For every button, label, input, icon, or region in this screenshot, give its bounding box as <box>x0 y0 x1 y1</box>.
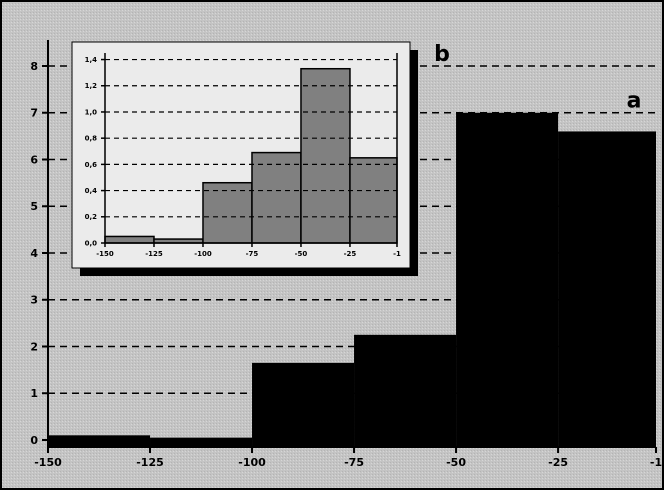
main-bar <box>558 131 656 447</box>
main-ytick-label: 4 <box>30 247 38 260</box>
inset-bar <box>349 157 398 244</box>
reference-label-b: b <box>434 42 450 67</box>
inset-xtick-label: -125 <box>145 250 163 258</box>
inset-bar <box>300 67 351 244</box>
main-ytick-label: 8 <box>30 60 38 73</box>
inset-bar <box>202 181 253 244</box>
main-ytick-label: 2 <box>30 340 38 353</box>
inset-plot: 0,0 0,2 0,4 0,6 0,8 1,0 1,2 1,4 -150 -125 -100 -75 -… <box>71 41 418 276</box>
inset-bar <box>251 151 302 244</box>
main-bar <box>252 362 355 447</box>
inset-ytick-label: 0,4 <box>85 187 98 195</box>
inset-xtick-label: -100 <box>194 250 212 258</box>
inset-ytick-label: 0,8 <box>85 135 98 143</box>
main-bar <box>48 435 151 447</box>
main-xtick-label: -125 <box>136 456 164 469</box>
main-ytick-label: 0 <box>30 434 38 447</box>
main-plot: 0 1 2 3 4 5 6 7 8 -150 -125 -100 -75 -50 -25 -1 a b <box>30 40 662 469</box>
main-xtick-label: -100 <box>238 456 266 469</box>
main-xtick-label: -50 <box>446 456 466 469</box>
main-bar <box>150 437 253 447</box>
inset-ytick-label: 1,0 <box>85 108 98 116</box>
inset-xtick-label: -50 <box>295 250 308 258</box>
main-ytick-label: 5 <box>30 200 38 213</box>
inset-ytick-label: 0,6 <box>85 161 98 169</box>
inset-ytick-label: 0,2 <box>85 213 98 221</box>
inset-ytick-label: 1,4 <box>85 56 98 64</box>
inset-xtick-label: -1 <box>393 250 401 258</box>
main-ytick-label: 3 <box>30 294 38 307</box>
inset-xtick-label: -25 <box>344 250 357 258</box>
main-ytick-label: 6 <box>30 153 38 166</box>
main-xtick-label: -75 <box>344 456 364 469</box>
inset-xtick-label: -75 <box>246 250 259 258</box>
reference-label-a: a <box>627 89 642 114</box>
inset-xtick-label: -150 <box>96 250 114 258</box>
main-xtick-label: -1 <box>650 456 662 469</box>
inset-ytick-label: 1,2 <box>85 82 98 90</box>
main-ytick-label: 7 <box>30 107 38 120</box>
main-xtick-label: -25 <box>548 456 568 469</box>
main-bar <box>456 112 559 447</box>
inset-ytick-label: 0,0 <box>85 239 98 247</box>
inset-bar <box>104 235 155 244</box>
main-bar <box>354 334 457 447</box>
main-ytick-label: 1 <box>30 387 38 400</box>
main-xtick-label: -150 <box>34 456 62 469</box>
